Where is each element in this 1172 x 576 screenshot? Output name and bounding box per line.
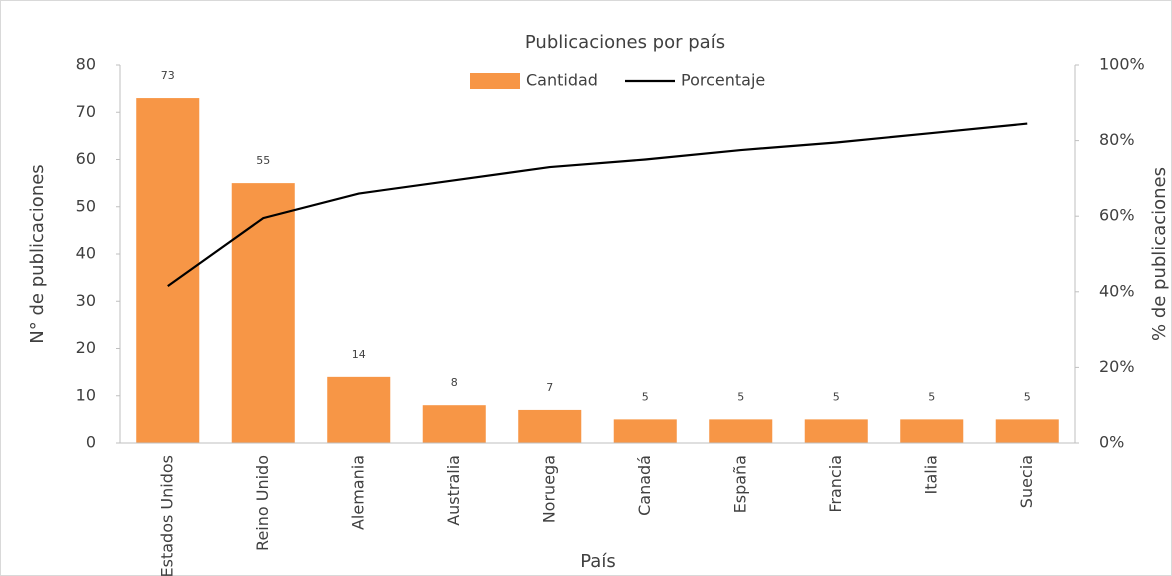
y-tick-label: 20 xyxy=(76,338,96,357)
line xyxy=(167,122,1028,288)
legend-swatch xyxy=(470,73,520,89)
data-label: 5 xyxy=(642,390,649,403)
y-tick-label: 60 xyxy=(76,149,96,168)
bar xyxy=(518,409,582,443)
x-tick-label: Australia xyxy=(444,455,463,526)
y2-tick-label: 80% xyxy=(1099,130,1135,149)
data-label: 73 xyxy=(161,69,175,82)
x-tick-label: Italia xyxy=(921,455,940,495)
y-tick-label: 40 xyxy=(76,244,96,263)
x-axis-title: País xyxy=(580,551,615,572)
bar xyxy=(422,405,486,443)
x-tick-label: Francia xyxy=(826,455,845,513)
legend-label: Cantidad xyxy=(526,71,598,90)
data-label: 5 xyxy=(1024,390,1031,403)
x-tick-label: Canadá xyxy=(635,455,654,516)
bar xyxy=(327,376,391,443)
bar xyxy=(231,183,295,443)
y-tick-label: 10 xyxy=(76,385,96,404)
bar xyxy=(900,419,964,443)
data-label: 5 xyxy=(833,390,840,403)
data-label: 8 xyxy=(451,376,458,389)
legend-label: Porcentaje xyxy=(681,71,765,90)
data-label: 5 xyxy=(928,390,935,403)
x-tick-label: Alemania xyxy=(348,455,367,530)
bar xyxy=(995,419,1059,443)
data-label: 7 xyxy=(546,381,553,394)
y2-tick-label: 40% xyxy=(1099,281,1135,300)
x-tick-label: Reino Unido xyxy=(253,455,272,551)
bar xyxy=(804,419,868,443)
y-tick-label: 80 xyxy=(76,55,96,74)
data-label: 5 xyxy=(737,390,744,403)
x-tick-label: Suecia xyxy=(1017,455,1036,508)
chart-title: Publicaciones por país xyxy=(525,32,725,53)
data-label: 14 xyxy=(352,348,366,361)
y-tick-label: 0 xyxy=(86,433,96,452)
data-label: 55 xyxy=(256,154,270,167)
y2-axis-title: % de publicaciones xyxy=(1149,167,1170,341)
x-tick-label: Estados Unidos xyxy=(157,455,176,576)
bar xyxy=(709,419,773,443)
y2-tick-label: 60% xyxy=(1099,206,1135,225)
y2-tick-label: 20% xyxy=(1099,357,1135,376)
y2-tick-label: 100% xyxy=(1099,55,1145,74)
y-tick-label: 30 xyxy=(76,291,96,310)
y-axis-title: N° de publicaciones xyxy=(27,164,48,343)
y-tick-label: 50 xyxy=(76,196,96,215)
x-tick-label: España xyxy=(730,455,749,513)
bar xyxy=(613,419,677,443)
x-tick-label: Noruega xyxy=(539,455,558,523)
y2-tick-label: 0% xyxy=(1099,433,1124,452)
y-tick-label: 70 xyxy=(76,102,96,121)
